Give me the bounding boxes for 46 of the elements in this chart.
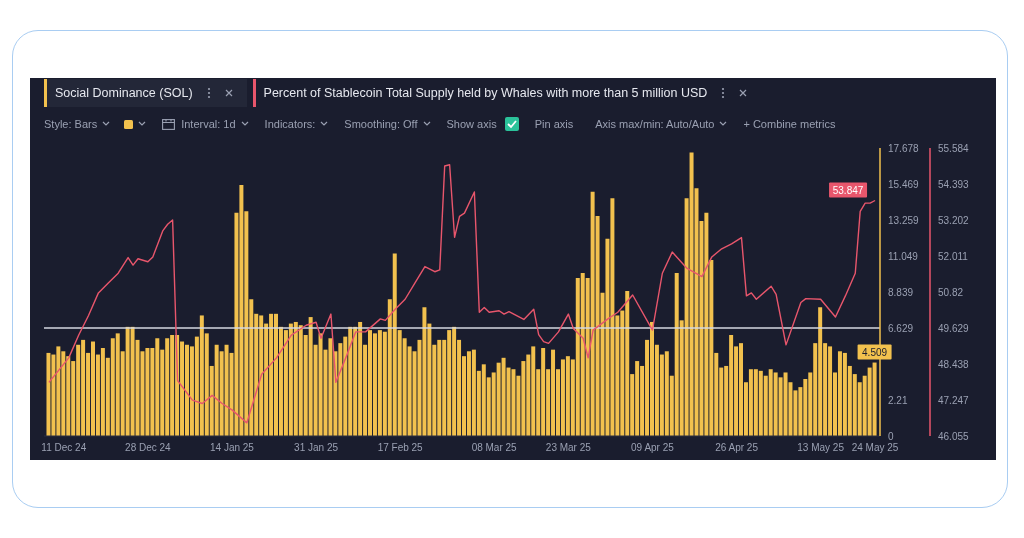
data-label: 53.847 [832,185,864,196]
bar [318,333,323,436]
x-tick-label: 11 Dec 24 [41,442,87,454]
x-tick-label: 08 Mar 25 [471,442,518,454]
y2-tick-label: 50.82 [938,286,964,298]
bar [783,372,788,436]
y2-tick-label: 55.584 [938,142,970,154]
data-label: 4.509 [862,347,888,359]
legend-label: Percent of Stablecoin Total Supply held by Whales with more than 5 million USD [263,86,708,100]
text: Indicators: [264,118,316,130]
y2-tick-label: 49.629 [938,322,970,334]
y-tick-label: 13.259 [888,214,920,226]
y2-tick-label: 46.055 [938,430,970,442]
y2-tick-label: 54.393 [938,178,970,190]
x-tick-label: 17 Feb 25 [377,442,424,454]
y2-tick-label: 48.438 [938,358,970,370]
bar [46,352,51,436]
x-tick-label: 14 Jan 25 [210,442,255,454]
y2-tick-label: 52.011 [938,250,969,262]
x-tick-label: 24 May 25 [851,442,899,454]
text: Show axis [446,118,497,130]
text: Axis max/min: Auto/Auto [595,118,715,130]
x-tick-label: 28 Dec 24 [125,442,172,454]
legend-label: Social Dominance (SOL) [55,86,193,100]
y-tick-label: 8.839 [888,286,914,298]
y-tick-label: 15.469 [888,178,920,190]
x-tick-label: 23 Mar 25 [545,442,592,454]
x-tick-label: 31 Jan 25 [294,442,339,454]
bar [872,362,877,436]
text: + Combine metrics [743,118,836,130]
y-tick-label: 2.21 [888,394,908,406]
y-tick-label: 6.629 [888,322,914,334]
bar [511,369,516,436]
bar [689,152,694,436]
text: Interval: 1d [181,118,236,130]
y2-tick-label: 47.247 [938,394,970,406]
y-tick-label: 0 [888,430,894,442]
text: Style: Bars [44,118,98,130]
y-tick-label: 17.678 [888,142,920,154]
y-tick-label: 11.049 [888,250,919,262]
text: Pin axis [534,118,574,130]
y2-tick-label: 53.202 [938,214,970,226]
x-tick-label: 26 Apr 25 [715,442,759,454]
text: Smoothing: Off [344,118,418,130]
x-tick-label: 13 May 25 [797,442,845,454]
x-tick-label: 09 Apr 25 [631,442,675,454]
